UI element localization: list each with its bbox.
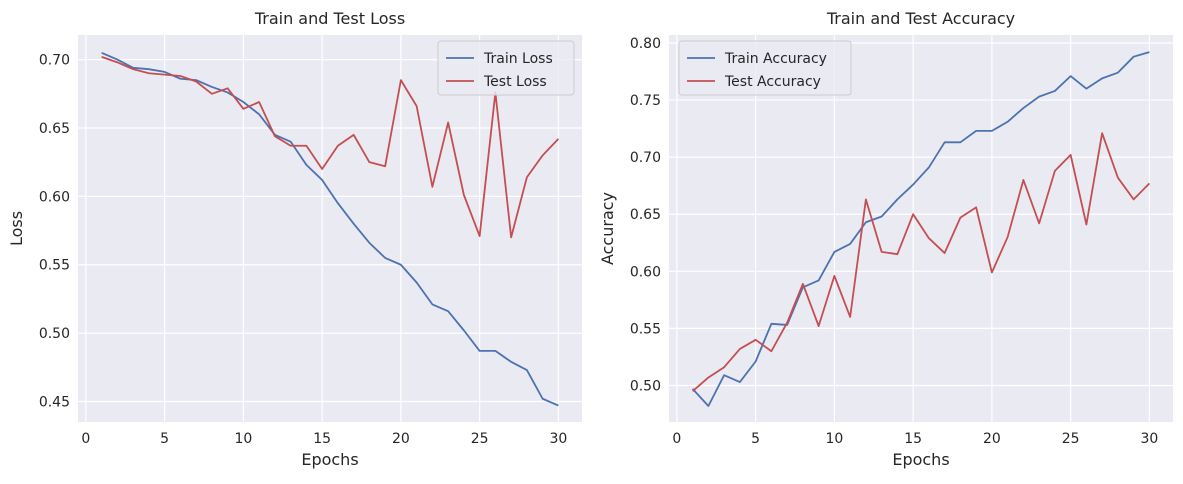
loss-chart: 0 5 10 15 20 25 30 0.45 0.50 0.55 0.60 0.65 0.70 Trai… <box>7 9 582 469</box>
y-tick-label: 0.55 <box>630 321 661 337</box>
y-tick-label: 0.80 <box>630 36 661 52</box>
x-tick-label: 10 <box>234 431 252 447</box>
x-tick-label: 0 <box>672 431 681 447</box>
x-tick-label: 20 <box>983 431 1001 447</box>
y-tick-label: 0.70 <box>39 53 70 69</box>
y-tick-label: 0.55 <box>39 258 70 274</box>
x-tick-label: 25 <box>1062 431 1080 447</box>
y-tick-label: 0.75 <box>630 93 661 109</box>
train-accuracy-legend-label: Train Accuracy <box>724 51 827 67</box>
x-tick-label: 5 <box>160 431 169 447</box>
accuracy-chart: 0 5 10 15 20 25 30 0.50 0.55 0.60 0.65 0.70 0.75 0.80… <box>598 9 1173 469</box>
x-tick-label: 15 <box>313 431 331 447</box>
legend-box <box>678 40 852 96</box>
y-tick-label: 0.65 <box>39 121 70 137</box>
test-accuracy-legend-label: Test Accuracy <box>724 74 821 90</box>
x-tick-label: 25 <box>471 431 489 447</box>
x-tick-label: 0 <box>81 431 90 447</box>
x-tick-label: 20 <box>392 431 410 447</box>
y-tick-label: 0.65 <box>630 207 661 223</box>
x-tick-label: 10 <box>825 431 843 447</box>
test-loss-line <box>101 56 560 239</box>
y-tick-label: 0.60 <box>39 189 70 205</box>
plot-area <box>78 35 582 422</box>
y-tick-label: 0.70 <box>630 150 661 166</box>
y-tick-label: 0.60 <box>630 264 661 280</box>
y-tick-label: 0.50 <box>630 378 661 394</box>
test-accuracy-line <box>692 132 1151 392</box>
x-axis-label: Epochs <box>892 450 949 469</box>
y-tick-label: 0.45 <box>39 394 70 410</box>
y-axis-label: Accuracy <box>598 192 617 265</box>
chart-title: Train and Test Loss <box>254 9 405 28</box>
train-loss-line <box>101 51 559 407</box>
y-tick-label: 0.50 <box>39 326 70 342</box>
test-loss-legend-label: Test Loss <box>483 74 547 90</box>
x-axis-label: Epochs <box>301 450 358 469</box>
chart-title: Train and Test Accuracy <box>826 9 1015 28</box>
x-tick-label: 15 <box>904 431 922 447</box>
x-tick-label: 30 <box>549 431 567 447</box>
x-tick-label: 5 <box>751 431 760 447</box>
y-axis-label: Loss <box>7 211 26 246</box>
x-tick-label: 30 <box>1140 431 1158 447</box>
train-loss-legend-label: Train Loss <box>483 51 553 67</box>
train-accuracy-line <box>691 51 1150 407</box>
